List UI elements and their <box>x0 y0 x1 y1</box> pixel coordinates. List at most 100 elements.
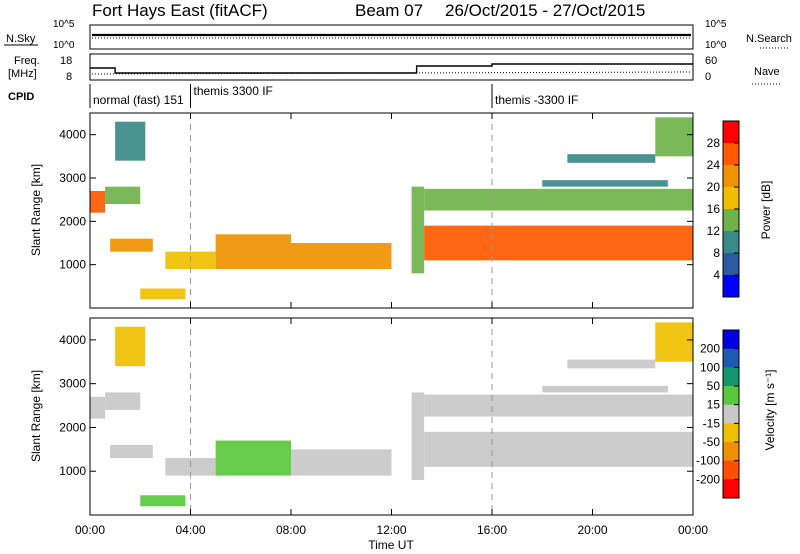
heatmap-band <box>110 238 153 252</box>
x-tick-label: 16:00 <box>477 523 507 537</box>
colorbar-tick-label: -15 <box>703 416 721 430</box>
colorbar-swatch <box>723 143 739 166</box>
colorbar-swatch <box>723 479 739 499</box>
x-tick-label: 04:00 <box>175 523 205 537</box>
power-colorbar: 28 24 20 16 12 8 4 <box>707 120 740 298</box>
colorbar-swatch <box>723 253 739 276</box>
x-axis-label: Time UT <box>368 538 414 552</box>
heatmap-band <box>140 288 186 300</box>
colorbar-swatch <box>723 275 739 298</box>
colorbar-swatch <box>723 423 739 443</box>
colorbar-tick-label: 8 <box>713 246 720 260</box>
power-colorbar-label: Power [dB] <box>759 181 773 240</box>
cpid-label: CPID <box>8 91 34 103</box>
colorbar-tick-label: 16 <box>707 202 721 216</box>
heatmap-band <box>411 392 425 480</box>
heatmap-band <box>291 243 392 269</box>
colorbar-swatch <box>723 367 739 387</box>
colorbar-swatch <box>723 121 739 144</box>
noise-panel-frame <box>89 24 694 50</box>
noise-left-tick-top: 10^5 <box>53 19 75 30</box>
colorbar-frame <box>722 329 740 499</box>
power-ylabel: Slant Range [km] <box>29 164 43 256</box>
colorbar-swatch <box>723 404 739 424</box>
freq-trace <box>90 63 693 74</box>
noise-left-tick-bottom: 10^0 <box>53 40 75 51</box>
y-tick-label: 2000 <box>59 420 86 434</box>
cpid-mode-label: themis -3300 IF <box>495 93 578 107</box>
velocity-colorbar-label: Velocity [m s⁻¹] <box>763 369 777 450</box>
heatmap-band <box>90 396 106 419</box>
figure-title: Fort Hays East (fitACF) <box>92 1 268 20</box>
heatmap-band <box>115 326 146 367</box>
colorbar-tick-label: 12 <box>707 224 721 238</box>
x-tick-label: 00:00 <box>678 523 708 537</box>
x-tick-label: 00:00 <box>75 523 105 537</box>
freq-label-line2: [MHz] <box>8 68 37 80</box>
velocity-colorbar: 200 100 50 15 -15 -50 -100 -200 <box>696 329 740 499</box>
heatmap-band <box>542 385 668 393</box>
nave-trace <box>91 71 692 75</box>
heatmap-band <box>424 188 693 211</box>
heatmap-band <box>424 225 693 261</box>
heatmap-band <box>424 431 693 467</box>
freq-panel-frame <box>89 53 694 81</box>
colorbar-tick-label: 20 <box>707 180 721 194</box>
heatmap-band <box>215 234 291 269</box>
heatmap-band <box>140 495 186 507</box>
colorbar-swatch <box>723 348 739 368</box>
noise-right-tick-bottom: 10^0 <box>705 40 727 51</box>
velocity-ylabel: Slant Range [km] <box>29 370 43 462</box>
heatmap-band <box>424 394 693 417</box>
power-heatmap: 1000 2000 3000 4000 <box>59 113 693 308</box>
heatmap-band <box>115 121 146 161</box>
heatmap-band <box>110 444 153 459</box>
y-tick-label: 4000 <box>59 333 86 347</box>
x-axis: 00:00 04:00 08:00 12:00 16:00 20:00 00:00 <box>75 113 708 537</box>
freq-left-tick-top: 18 <box>60 55 72 67</box>
heatmap-band <box>567 154 656 163</box>
colorbar-tick-label: 15 <box>707 398 721 412</box>
x-tick-label: 12:00 <box>376 523 406 537</box>
heatmap-band <box>90 191 106 213</box>
cpid-mode-label: themis 3300 IF <box>194 84 273 98</box>
y-tick-label: 3000 <box>59 171 86 185</box>
cpid-row: normal (fast) 151 themis 3300 IF themis -3… <box>89 84 578 108</box>
colorbar-tick-label: -50 <box>703 435 721 449</box>
colorbar-swatch <box>723 330 739 350</box>
heatmap-band <box>655 322 693 362</box>
y-tick-label: 4000 <box>59 128 86 142</box>
heatmap-band <box>411 186 425 274</box>
colorbar-swatch <box>723 187 739 210</box>
heatmap-band <box>291 449 392 476</box>
freq-right-tick-top: 60 <box>705 55 717 67</box>
heatmap-band <box>105 186 141 204</box>
colorbar-tick-label: 100 <box>700 360 720 374</box>
colorbar-tick-label: 50 <box>707 379 721 393</box>
y-tick-label: 3000 <box>59 377 86 391</box>
colorbar-swatch <box>723 231 739 254</box>
power-panel: 1000 2000 3000 4000 Slant Range [km] <box>29 112 694 309</box>
colorbar-tick-label: 4 <box>713 268 720 282</box>
y-tick-label: 2000 <box>59 214 86 228</box>
velocity-heatmap: 1000 2000 3000 4000 <box>59 318 693 515</box>
colorbar-swatch <box>723 386 739 406</box>
colorbar-swatch <box>723 460 739 480</box>
freq-right-tick-bottom: 0 <box>705 71 711 83</box>
x-tick-label: 20:00 <box>577 523 607 537</box>
colorbar-swatch <box>723 209 739 232</box>
heatmap-band <box>567 359 656 369</box>
freq-left-tick-bottom: 8 <box>66 71 72 83</box>
date-range: 26/Oct/2015 - 27/Oct/2015 <box>445 1 645 20</box>
heatmap-band <box>215 440 291 476</box>
noise-right-tick-top: 10^5 <box>705 19 727 30</box>
y-tick-label: 1000 <box>59 464 86 478</box>
colorbar-tick-label: 28 <box>707 136 721 150</box>
freq-label-line1: Freq. <box>14 55 40 67</box>
nave-label: Nave <box>754 66 780 78</box>
heatmap-band <box>655 117 693 157</box>
velocity-panel: 1000 2000 3000 4000 Slant Range [km] <box>29 317 694 516</box>
colorbar-swatch <box>723 442 739 462</box>
x-tick-label: 08:00 <box>276 523 306 537</box>
